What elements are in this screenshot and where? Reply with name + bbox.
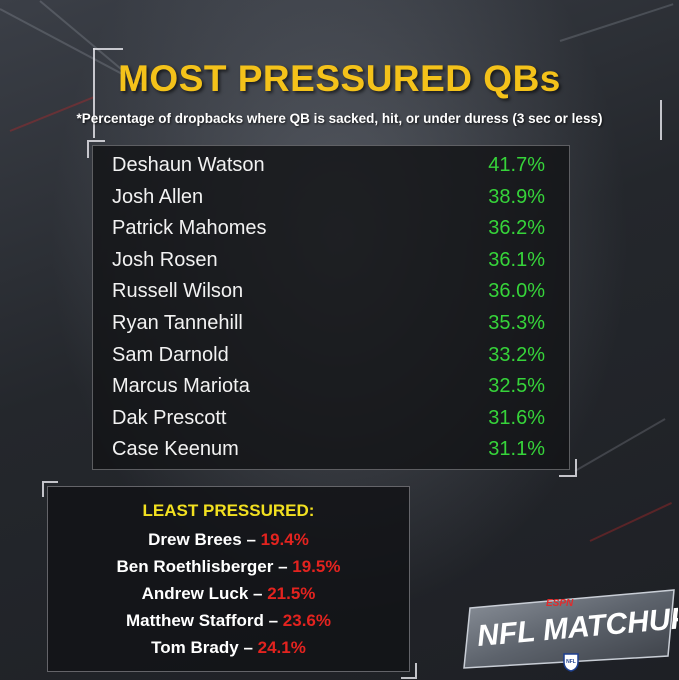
separator: – [238, 638, 258, 657]
least-pressured-panel: LEAST PRESSURED: Drew Brees – 19.4% Ben … [47, 486, 410, 672]
page-subtitle: *Percentage of dropbacks where QB is sac… [76, 111, 603, 126]
qb-name: Deshaun Watson [112, 154, 265, 176]
nfl-shield-icon [563, 653, 579, 672]
panel-corner-bracket [42, 481, 58, 497]
least-pressured-heading: LEAST PRESSURED: [142, 501, 315, 520]
qb-name: Ryan Tannehill [112, 311, 243, 334]
qb-name: Tom Brady [151, 638, 239, 657]
qb-name: Drew Brees [148, 530, 242, 549]
panel-corner-bracket [87, 140, 105, 158]
separator: – [241, 530, 261, 549]
qb-row: Dak Prescott 31.6% [93, 403, 569, 435]
title-frame-bracket [93, 48, 123, 50]
qb-name: Josh Allen [112, 185, 204, 208]
least-pressured-list: Drew Brees – 19.4% Ben Roethlisberger – … [48, 526, 409, 661]
qb-pressure-pct: 19.4% [260, 530, 309, 549]
qb-name: Patrick Mahomes [112, 217, 267, 240]
qb-name: Josh Rosen [112, 248, 218, 271]
qb-row: Deshaun Watson 41.7% [93, 150, 569, 182]
qb-name: Case Keenum [112, 438, 239, 461]
qb-name: Matthew Stafford [126, 611, 264, 630]
qb-row: Case Keenum 31.1% [93, 434, 569, 466]
qb-pressure-pct: 21.5% [267, 584, 316, 603]
separator: – [263, 611, 283, 630]
least-qb-row: Tom Brady – 24.1% [48, 634, 409, 661]
qb-pressure-pct: 19.5% [292, 557, 341, 576]
separator: – [273, 557, 293, 576]
qb-pressure-pct: 36.2% [488, 217, 545, 240]
qb-pressure-pct: 31.1% [488, 438, 545, 461]
qb-name: Russell Wilson [112, 280, 244, 303]
least-qb-row: Ben Roethlisberger – 19.5% [48, 553, 409, 580]
qb-pressure-pct: 41.7% [488, 154, 545, 176]
qb-row: Marcus Mariota 32.5% [93, 371, 569, 403]
least-qb-row: Andrew Luck – 21.5% [48, 580, 409, 607]
qb-pressure-pct: 23.6% [282, 611, 331, 630]
title-frame-bracket [93, 48, 95, 138]
qb-pressure-pct: 32.5% [488, 375, 545, 398]
qb-row: Sam Darnold 33.2% [93, 340, 569, 372]
qb-row: Russell Wilson 36.0% [93, 276, 569, 308]
qb-name: Ben Roethlisberger [116, 557, 274, 576]
qb-pressure-pct: 31.6% [488, 406, 545, 429]
qb-row: Josh Rosen 36.1% [93, 245, 569, 277]
nfl-shield-text: NFL [566, 659, 576, 665]
qb-name: Dak Prescott [112, 406, 227, 429]
qb-pressure-pct: 36.1% [488, 248, 545, 271]
separator: – [248, 584, 268, 603]
qb-pressure-pct: 38.9% [488, 185, 545, 208]
qb-pressure-pct: 24.1% [257, 638, 306, 657]
qb-name: Marcus Mariota [112, 375, 250, 398]
least-qb-row: Drew Brees – 19.4% [48, 526, 409, 553]
qb-pressure-pct: 35.3% [488, 311, 545, 334]
page-title: MOST PRESSURED QBs [118, 58, 561, 99]
qb-row: Josh Allen 38.9% [93, 182, 569, 214]
most-pressured-list: Deshaun Watson 41.7% Josh Allen 38.9% Patr… [93, 150, 569, 466]
title-frame-bracket [660, 100, 662, 140]
least-qb-row: Matthew Stafford – 23.6% [48, 607, 409, 634]
qb-pressure-pct: 33.2% [488, 343, 545, 366]
qb-name: Sam Darnold [112, 343, 229, 366]
most-pressured-panel: Deshaun Watson 41.7% Josh Allen 38.9% Patr… [92, 145, 570, 470]
qb-pressure-pct: 36.0% [488, 280, 545, 303]
qb-row: Ryan Tannehill 35.3% [93, 308, 569, 340]
qb-row: Patrick Mahomes 36.2% [93, 213, 569, 245]
logo-plate [463, 589, 675, 669]
qb-name: Andrew Luck [141, 584, 249, 603]
panel-corner-bracket [401, 663, 417, 679]
espn-wordmark: ESPN [546, 598, 574, 609]
nfl-matchup-logo: ESPN NFL MATCHUP NFL [463, 589, 678, 672]
panel-corner-bracket [559, 459, 577, 477]
